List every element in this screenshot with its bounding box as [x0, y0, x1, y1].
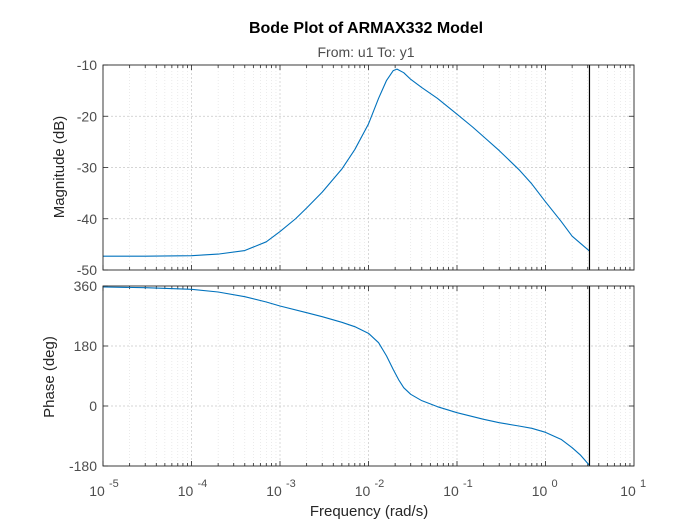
y-tick-label: -30	[77, 160, 97, 176]
y-tick-label: 180	[74, 338, 98, 354]
chart-title: Bode Plot of ARMAX332 Model	[249, 20, 483, 37]
x-tick-label-exponent: 0	[552, 478, 558, 490]
panel-1: -180 0 180 360	[69, 278, 634, 474]
x-tick-label: 10	[266, 483, 282, 499]
x-axis-label: Frequency (rad/s)	[310, 503, 428, 520]
x-tick-label-exponent: -4	[198, 478, 208, 490]
y-tick-label: -180	[69, 458, 97, 474]
x-tick-label-exponent: -1	[463, 478, 473, 490]
y-tick-label: -40	[77, 211, 97, 227]
phase-curve	[103, 287, 589, 465]
x-tick-label-exponent: -2	[375, 478, 385, 490]
y-tick-label: 360	[74, 278, 98, 294]
x-tick-label-exponent: -5	[109, 478, 119, 490]
x-tick-label-exponent: 1	[640, 478, 646, 490]
phase-axis-label: Phase (deg)	[41, 336, 58, 418]
x-tick-label: 10	[443, 483, 459, 499]
magnitude-curve	[103, 69, 589, 256]
y-tick-label: 0	[89, 398, 97, 414]
x-tick-label-exponent: -3	[286, 478, 296, 490]
y-tick-label: -10	[77, 57, 97, 73]
x-tick-label: 10	[355, 483, 371, 499]
x-tick-label: 10	[178, 483, 194, 499]
y-tick-label: -20	[77, 108, 97, 124]
panel-0: -50 -40 -30 -20 -10	[77, 57, 634, 278]
x-tick-label: 10	[620, 483, 636, 499]
chart-subtitle: From: u1 To: y1	[317, 44, 414, 60]
magnitude-axis-label: Magnitude (dB)	[51, 116, 68, 219]
x-tick-label: 10	[89, 483, 105, 499]
x-tick-label: 10	[532, 483, 548, 499]
y-tick-label: -50	[77, 262, 97, 278]
